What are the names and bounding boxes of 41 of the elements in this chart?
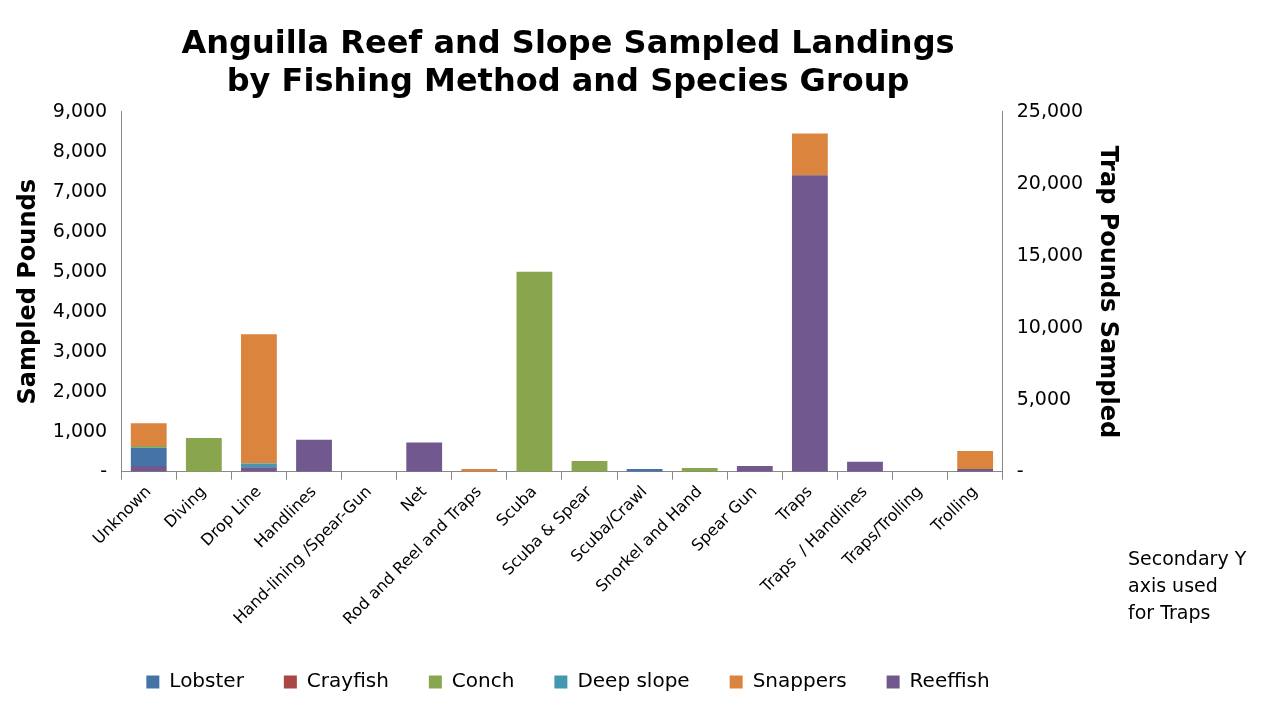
y2-axis-title: Trap Pounds Sampled: [1095, 145, 1124, 439]
legend-label: Lobster: [169, 668, 245, 693]
y-tick-label: 8,000: [52, 138, 108, 161]
y-tick-label: 7,000: [52, 178, 108, 201]
y2-tick-label: 25,000: [1016, 98, 1084, 121]
legend-label: Crayfish: [306, 668, 389, 693]
text: Secondary Y axis used for Traps: [1128, 546, 1248, 625]
y-tick-label: 6,000: [52, 218, 108, 241]
y2-tick-label: 5,000: [1016, 386, 1072, 409]
bar: [847, 461, 883, 472]
y2-tick-label: -: [1016, 458, 1024, 481]
y-tick-label: 2,000: [52, 378, 108, 401]
bar: [296, 439, 332, 472]
y2-tick-label: 10,000: [1016, 314, 1084, 337]
y2-tick-label: 20,000: [1016, 170, 1084, 193]
bar: [130, 466, 167, 472]
x-tick-label: Net: [396, 481, 430, 516]
bar: [130, 447, 167, 467]
bar: [130, 423, 167, 447]
bar: [185, 438, 222, 472]
bar: [241, 463, 277, 468]
y-tick-label: 1,000: [52, 418, 108, 441]
y-tick-label: 4,000: [52, 298, 108, 321]
bar: [241, 334, 277, 464]
legend-label: Snappers: [752, 668, 847, 693]
y-axis-title: Sampled Pounds: [12, 179, 41, 405]
bar: [241, 467, 277, 472]
legend-label: Conch: [451, 668, 515, 693]
chart-title: Anguilla Reef and Slope Sampled Landings by Fishing Method and Species Group: [181, 22, 955, 99]
y-tick-label: -: [100, 458, 108, 481]
bar: [406, 442, 443, 472]
bar: [516, 271, 553, 472]
y-tick-label: 9,000: [52, 98, 108, 121]
y-tick-label: 5,000: [52, 258, 108, 281]
y-tick-label: 3,000: [52, 338, 108, 361]
bar: [571, 460, 608, 472]
legend-label: Reeffish: [909, 668, 990, 693]
legend-label: Deep slope: [577, 668, 690, 693]
bar: [736, 466, 773, 472]
y2-tick-label: 15,000: [1016, 242, 1084, 265]
bar: [957, 450, 994, 469]
